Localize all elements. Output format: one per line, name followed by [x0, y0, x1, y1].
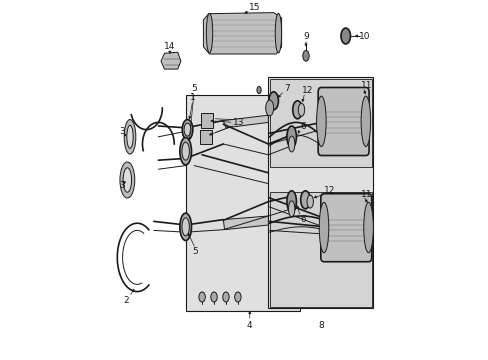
FancyBboxPatch shape [318, 87, 368, 156]
Text: 6: 6 [299, 122, 305, 131]
Text: 9: 9 [303, 32, 308, 41]
Text: 15: 15 [249, 3, 260, 12]
Ellipse shape [298, 103, 304, 116]
Ellipse shape [360, 96, 370, 147]
Polygon shape [161, 52, 181, 69]
Ellipse shape [319, 202, 328, 253]
Ellipse shape [265, 100, 273, 116]
Ellipse shape [268, 92, 278, 110]
Text: 13: 13 [233, 118, 244, 127]
Ellipse shape [223, 292, 229, 302]
Text: 3: 3 [120, 181, 125, 190]
Ellipse shape [286, 126, 296, 148]
Ellipse shape [180, 138, 191, 165]
Ellipse shape [199, 292, 205, 302]
Ellipse shape [234, 292, 241, 302]
Text: 7: 7 [284, 84, 289, 93]
Ellipse shape [275, 13, 281, 53]
Ellipse shape [123, 168, 131, 192]
Text: 6: 6 [299, 215, 305, 224]
Polygon shape [200, 130, 212, 144]
Ellipse shape [182, 142, 189, 160]
Ellipse shape [288, 136, 294, 152]
Ellipse shape [363, 202, 372, 253]
Ellipse shape [182, 120, 192, 140]
FancyBboxPatch shape [268, 77, 372, 308]
Polygon shape [201, 113, 213, 128]
Ellipse shape [120, 162, 135, 198]
FancyBboxPatch shape [269, 79, 371, 167]
Ellipse shape [288, 201, 294, 217]
Text: 8: 8 [318, 321, 324, 330]
Ellipse shape [302, 50, 308, 61]
Text: 5: 5 [192, 248, 198, 256]
Text: 11: 11 [361, 81, 372, 90]
Ellipse shape [182, 218, 189, 236]
Ellipse shape [210, 292, 217, 302]
Text: 14: 14 [164, 42, 175, 51]
Ellipse shape [206, 13, 212, 53]
Ellipse shape [124, 120, 136, 154]
Ellipse shape [316, 96, 325, 147]
Ellipse shape [300, 191, 309, 209]
Ellipse shape [292, 101, 302, 119]
Polygon shape [223, 115, 268, 128]
FancyBboxPatch shape [185, 95, 299, 311]
Text: 10: 10 [359, 32, 370, 41]
Text: 11: 11 [361, 190, 372, 199]
Text: 1: 1 [189, 93, 195, 102]
Ellipse shape [183, 123, 191, 136]
Text: 4: 4 [246, 321, 252, 330]
Polygon shape [223, 216, 268, 230]
Ellipse shape [306, 195, 313, 208]
Ellipse shape [180, 213, 191, 240]
Ellipse shape [286, 191, 296, 212]
FancyBboxPatch shape [269, 192, 371, 307]
Polygon shape [203, 13, 281, 54]
Text: 5: 5 [191, 84, 197, 93]
Ellipse shape [256, 86, 261, 94]
Text: 12: 12 [323, 186, 334, 195]
Ellipse shape [340, 28, 350, 44]
FancyBboxPatch shape [320, 194, 371, 262]
Text: 12: 12 [302, 86, 313, 95]
Text: 3: 3 [120, 127, 125, 136]
Text: 2: 2 [123, 296, 129, 305]
Ellipse shape [126, 125, 133, 148]
